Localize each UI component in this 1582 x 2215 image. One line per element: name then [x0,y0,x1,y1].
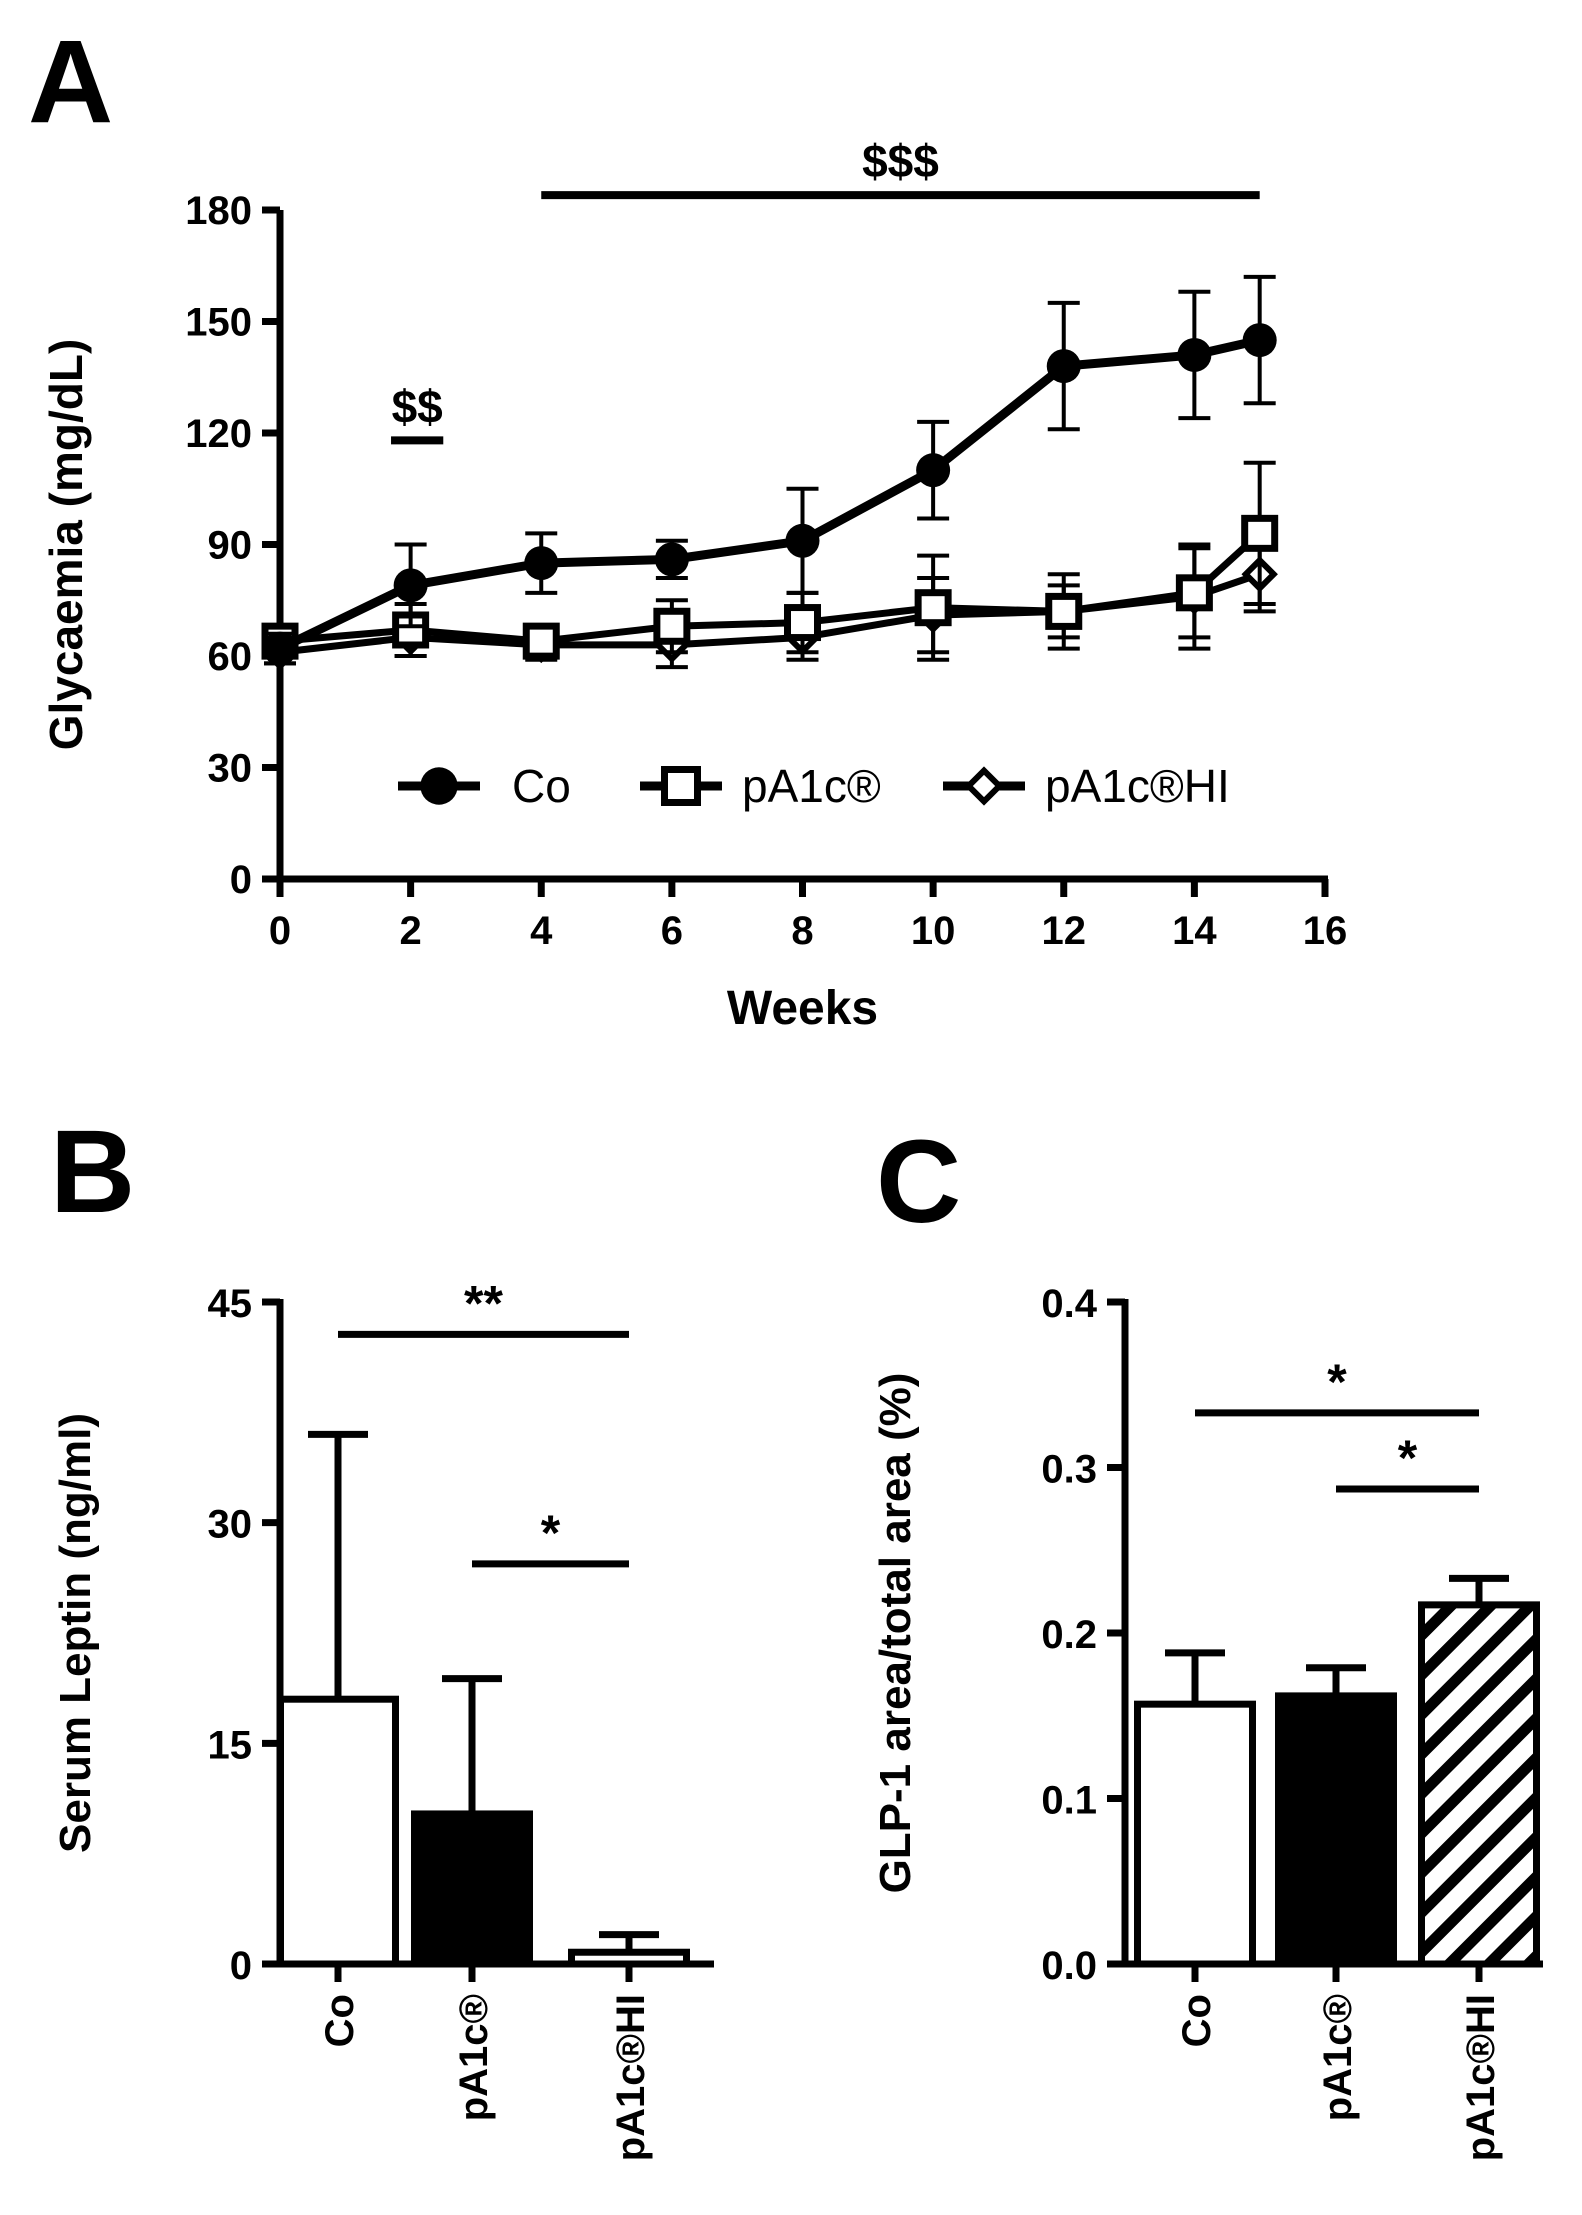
c-y-tick-label: 0.2 [1041,1613,1097,1657]
c-bar-co [1134,1700,1256,1968]
a-data-point-co [785,523,820,558]
a-significance-label: $$ [392,380,443,432]
a-x-tick-label: 16 [1303,909,1348,953]
chart-b: 0 15 30 45 Serum Leptin (ng/ml) Co pA1c® pA1c®H… [51,1275,714,2161]
a-y-tick-label: 180 [185,189,252,233]
b-y-axis-title: Serum Leptin (ng/ml) [51,1413,100,1853]
a-x-axis-title: Weeks [727,982,878,1035]
c-bar-pa1c [1275,1692,1397,1968]
b-bar-pa1c [411,1810,533,1968]
c-significance-label: * [1327,1354,1347,1410]
a-data-point-pa1c [784,604,821,642]
a-y-tick-label: 90 [208,524,253,568]
c-significance-label: * [1398,1430,1418,1486]
a-legend-item-co: Co [398,760,571,812]
chart-c: 0.0 0.1 0.2 0.3 0.4 GLP-1 area/total area (%)… [871,1282,1543,2161]
a-data-point-pa1c [522,622,560,660]
chart-a: 0 30 60 90 120 150 180 0 2 4 6 8 10 12 14 16 Weeks Glycae… [40,135,1347,1035]
a-y-tick-label: 60 [208,635,253,679]
c-y-tick-label: 0.3 [1041,1448,1097,1492]
c-y-axis-title: GLP-1 area/total area (%) [871,1373,920,1894]
b-y-tick-label: 0 [230,1944,252,1988]
a-data-point-co [393,568,428,603]
c-x-tick-label-pa1c-hi: pA1c®HI [1459,1994,1503,2161]
a-y-axis-title: Glycaemia (mg/dL) [40,339,92,751]
a-data-point-co [654,542,689,577]
a-y-tick-label: 120 [185,412,252,456]
b-x-tick-label-pa1c: pA1c® [452,1994,496,2121]
a-legend-marker [964,766,1004,806]
a-x-tick-label: 10 [911,909,956,953]
b-y-tick-label: 45 [208,1282,253,1326]
a-x-tick-label: 6 [661,909,683,953]
a-data-point-co [1046,349,1081,384]
a-data-point-co [524,546,559,581]
c-x-tick-label-pa1c: pA1c® [1316,1994,1360,2121]
c-y-tick-label: 0.1 [1041,1779,1097,1823]
a-x-tick-label: 2 [400,909,422,953]
b-y-tick-label: 15 [208,1723,253,1767]
a-legend-label: pA1c®HI [1045,760,1230,812]
a-data-point-co [263,631,297,666]
c-y-tick-label: 0.0 [1041,1944,1097,1988]
a-legend-label: pA1c® [742,760,881,812]
a-y-tick-label: 30 [208,747,253,791]
b-significance-label: ** [464,1275,503,1331]
a-data-point-pa1c [653,607,691,645]
a-legend-marker [661,766,701,806]
b-x-tick-label-pa1c-hi: pA1c®HI [609,1994,653,2161]
a-legend-item-pa1c: pA1c® [640,760,881,812]
c-x-tick-label-co: Co [1175,1994,1219,2047]
a-legend-item-pa1c-hi: pA1c®HI [943,760,1230,812]
a-legend-label: Co [512,760,571,812]
a-x-tick-label: 14 [1172,909,1217,953]
c-y-tick-label: 0.4 [1041,1282,1097,1326]
a-data-point-pa1c [914,589,952,627]
a-data-point-co [1177,337,1212,372]
a-series-pa1c [261,460,1279,662]
a-x-tick-label: 0 [269,909,291,953]
a-significance-label: $$$ [862,135,939,187]
b-bar-pa1c-hi [568,1948,690,1968]
a-y-tick-label: 150 [185,301,252,345]
c-bar-pa1c-hi [1418,1601,1540,1968]
a-series-co [263,274,1277,666]
a-data-point-co [916,453,951,488]
a-data-point-pa1c [1045,592,1083,630]
a-data-point-pa1c [1241,514,1279,552]
a-x-tick-label: 4 [530,909,553,953]
a-x-tick-label: 12 [1042,909,1087,953]
a-data-point-co [1242,323,1277,358]
a-y-tick-label: 0 [230,858,252,902]
a-x-tick-label: 8 [791,909,813,953]
a-legend-marker [420,767,458,805]
b-bar-co [277,1695,399,1968]
panel-b-letter: B [50,1106,135,1238]
a-data-point-pa1c [1175,574,1213,612]
b-x-tick-label-co: Co [318,1994,362,2047]
b-y-tick-label: 30 [208,1503,253,1547]
panel-c-letter: C [876,1116,961,1248]
b-significance-label: * [541,1505,561,1561]
panel-a-letter: A [28,16,113,148]
